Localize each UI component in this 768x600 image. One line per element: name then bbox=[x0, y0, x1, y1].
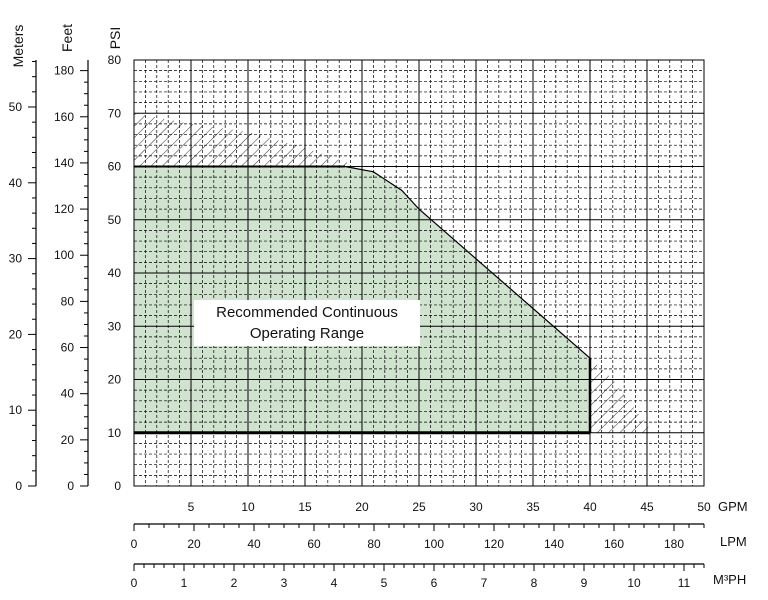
lpm-tick-label: 100 bbox=[424, 537, 444, 551]
m3ph-tick-label: 2 bbox=[231, 576, 238, 590]
feet-tick-label: 0 bbox=[67, 479, 74, 493]
meters-tick-label: 0 bbox=[15, 479, 22, 493]
gpm-tick-label: 15 bbox=[298, 500, 312, 514]
psi-tick-label: 20 bbox=[108, 373, 122, 387]
feet-tick-label: 160 bbox=[54, 110, 74, 124]
lpm-tick-label: 80 bbox=[367, 537, 381, 551]
boundary-layer bbox=[134, 165, 592, 435]
gpm-tick-label: 10 bbox=[241, 500, 255, 514]
plot-frame bbox=[133, 59, 705, 487]
feet-unit-label: Feet bbox=[59, 24, 75, 52]
m3ph-tick-label: 8 bbox=[531, 576, 538, 590]
m3ph-tick-label: 3 bbox=[281, 576, 288, 590]
m3ph-tick-label: 10 bbox=[627, 576, 641, 590]
gpm-tick-label: 40 bbox=[583, 500, 597, 514]
gpm-tick-label: 50 bbox=[697, 500, 711, 514]
feet-tick-label: 100 bbox=[54, 248, 74, 262]
m3ph-tick-label: 5 bbox=[381, 576, 388, 590]
range-annotation-box: Recommended Continuous Operating Range bbox=[194, 300, 420, 346]
psi-tick-label: 80 bbox=[108, 53, 122, 67]
psi-unit-label: PSI bbox=[107, 27, 123, 50]
psi-tick-label: 0 bbox=[114, 479, 121, 493]
m3ph-tick-label: 7 bbox=[481, 576, 488, 590]
lpm-unit-label: LPM bbox=[720, 534, 747, 549]
feet-tick-label: 180 bbox=[54, 64, 74, 78]
gpm-unit-label: GPM bbox=[718, 499, 748, 514]
lpm-tick-label: 0 bbox=[131, 537, 138, 551]
psi-tick-label: 70 bbox=[108, 106, 122, 120]
range-annotation-line-2: Operating Range bbox=[249, 325, 365, 342]
m3ph-unit-label: M³PH bbox=[713, 572, 746, 587]
m3ph-tick-label: 1 bbox=[181, 576, 188, 590]
feet-tick-label: 60 bbox=[61, 341, 75, 355]
lpm-tick-label: 180 bbox=[664, 537, 684, 551]
meters-tick-label: 30 bbox=[9, 252, 23, 266]
meters-unit-label: Meters bbox=[10, 25, 26, 68]
m3ph-tick-label: 6 bbox=[431, 576, 438, 590]
gpm-tick-label: 5 bbox=[188, 500, 195, 514]
lpm-tick-label: 140 bbox=[544, 537, 564, 551]
lpm-tick-label: 120 bbox=[484, 537, 504, 551]
gpm-tick-label: 25 bbox=[412, 500, 426, 514]
gpm-tick-label: 45 bbox=[640, 500, 654, 514]
m3ph-tick-label: 0 bbox=[131, 576, 138, 590]
psi-tick-label: 40 bbox=[108, 266, 122, 280]
m3ph-tick-label: 11 bbox=[678, 576, 691, 590]
lpm-tick-label: 160 bbox=[604, 537, 624, 551]
grid-layer bbox=[133, 59, 705, 487]
meters-tick-label: 40 bbox=[9, 176, 23, 190]
psi-tick-label: 10 bbox=[108, 426, 122, 440]
feet-tick-label: 20 bbox=[61, 433, 75, 447]
feet-tick-label: 140 bbox=[54, 156, 74, 170]
meters-tick-label: 50 bbox=[9, 100, 23, 114]
m3ph-tick-label: 9 bbox=[581, 576, 588, 590]
m3ph-tick-label: 4 bbox=[331, 576, 338, 590]
feet-tick-label: 120 bbox=[54, 202, 74, 216]
lpm-tick-label: 20 bbox=[187, 537, 201, 551]
psi-tick-label: 30 bbox=[108, 319, 122, 333]
feet-tick-label: 80 bbox=[61, 294, 75, 308]
gpm-tick-label: 35 bbox=[526, 500, 540, 514]
meters-tick-label: 10 bbox=[9, 403, 23, 417]
gpm-tick-label: 20 bbox=[355, 500, 369, 514]
psi-tick-label: 50 bbox=[108, 213, 122, 227]
feet-tick-label: 40 bbox=[61, 387, 75, 401]
range-annotation-line-1: Recommended Continuous bbox=[216, 304, 398, 321]
lpm-tick-label: 40 bbox=[247, 537, 261, 551]
meters-tick-label: 20 bbox=[9, 327, 23, 341]
psi-tick-label: 60 bbox=[108, 160, 122, 174]
gpm-tick-label: 30 bbox=[469, 500, 483, 514]
axis-layer: 5 10 15 20 25 30 35 40 45 50 GPM01020304050607080P… bbox=[9, 24, 748, 590]
lpm-tick-label: 60 bbox=[307, 537, 321, 551]
